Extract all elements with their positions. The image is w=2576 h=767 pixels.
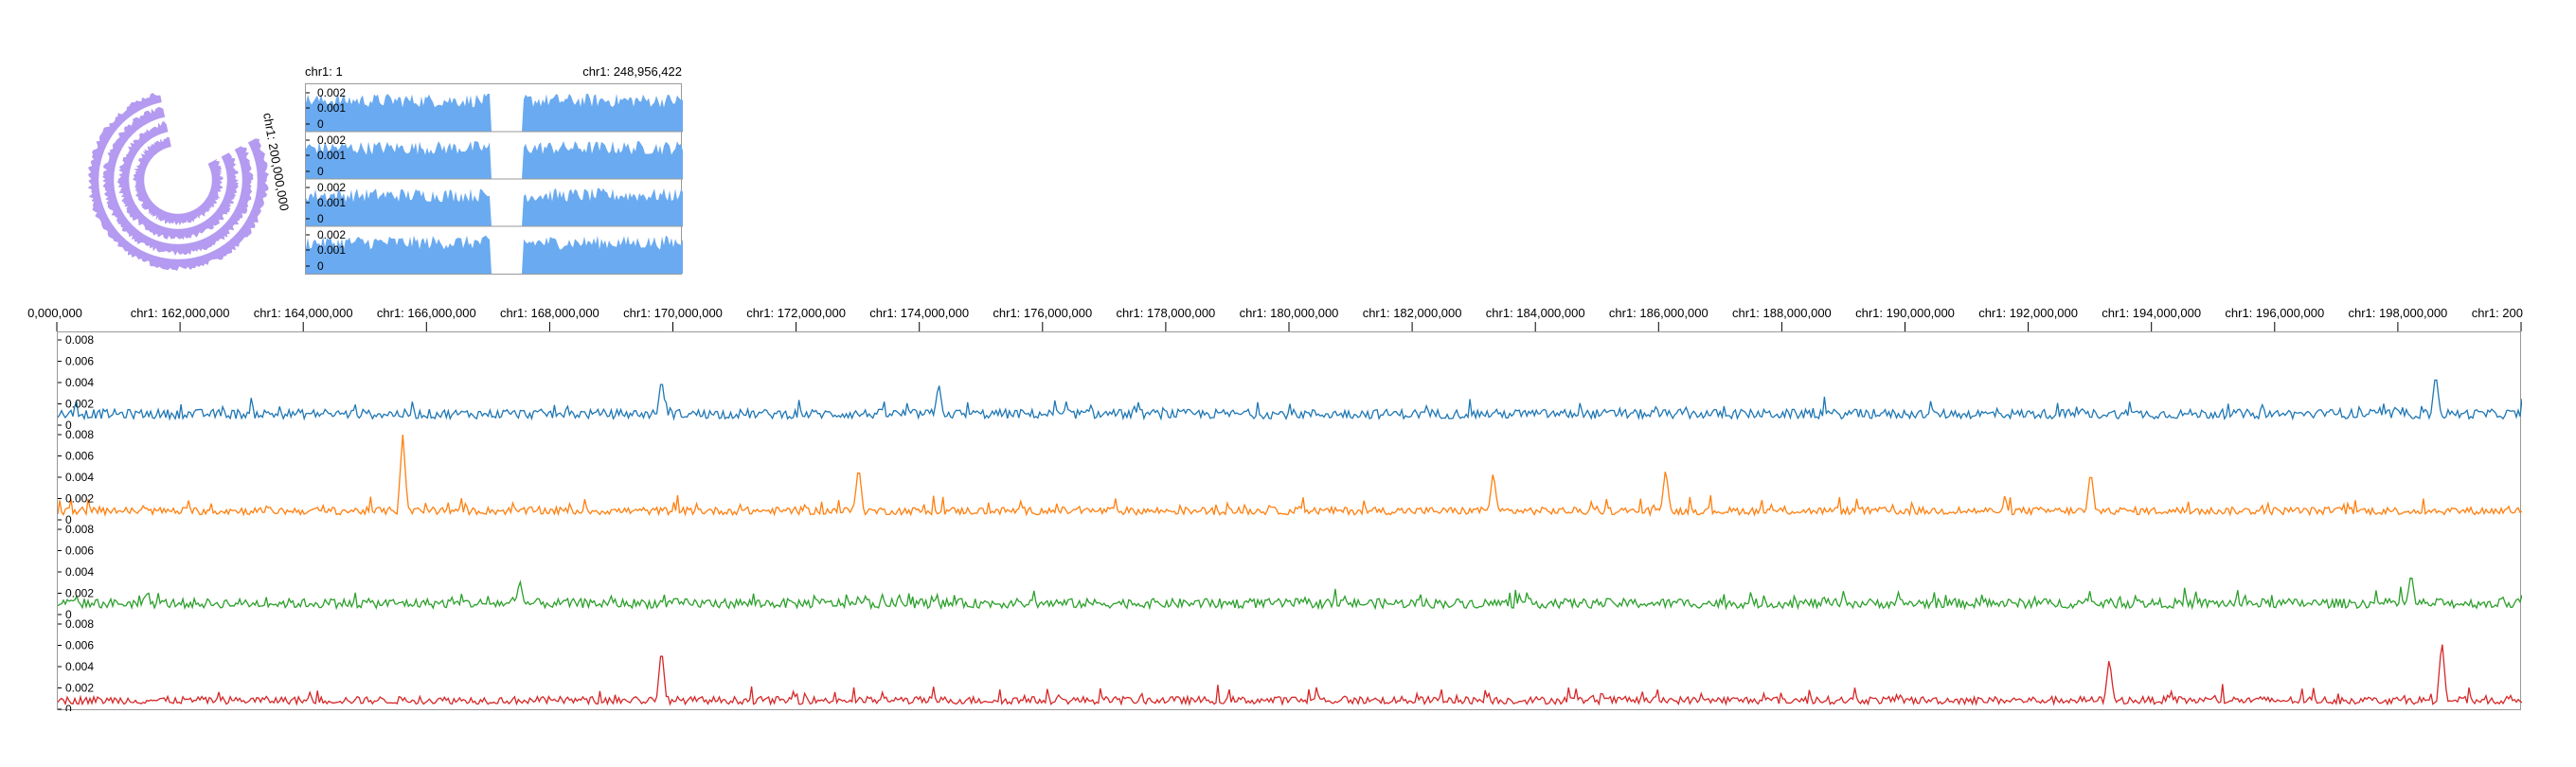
series-line-2 <box>58 434 2522 517</box>
main-y-tick-label: 0.002 <box>65 587 94 600</box>
overview-y-tick-label: 0.002 <box>317 86 346 99</box>
circular-ring-1 <box>132 136 224 226</box>
main-y-tick-label: 0 <box>65 419 72 432</box>
main-y-tick-label: 0.006 <box>65 544 94 558</box>
main-track-4: 0.008 0.006 0.004 0.002 0 <box>58 617 2522 711</box>
ruler-tick-label: 0,000,000 <box>27 306 82 320</box>
main-y-tick-label: 0.008 <box>65 617 94 631</box>
overview-area-4 <box>306 235 683 274</box>
main-y-tick-label: 0.006 <box>65 355 94 368</box>
ruler-tick-label: chr1: 174,000,000 <box>869 306 969 320</box>
ruler-tick-label: chr1: 162,000,000 <box>131 306 230 320</box>
overview-y-tick-label: 0 <box>317 212 324 225</box>
ruler-tick-label: chr1: 164,000,000 <box>254 306 353 320</box>
main-y-tick-label: 0.006 <box>65 639 94 652</box>
ruler-tick-label: chr1: 194,000,000 <box>2102 306 2201 320</box>
overview-y-tick-label: 0 <box>317 117 324 131</box>
main-y-tick-label: 0.002 <box>65 398 94 411</box>
main-y-tick-label: 0.002 <box>65 682 94 695</box>
main-y-tick-label: 0.008 <box>65 333 94 347</box>
overview-area-3 <box>306 187 683 226</box>
ruler-tick-label: chr1: 176,000,000 <box>993 306 1092 320</box>
main-y-tick-label: 0.002 <box>65 492 94 506</box>
ruler-tick-label: chr1: 192,000,000 <box>1978 306 2078 320</box>
main-y-tick-label: 0.004 <box>65 471 94 484</box>
main-y-tick-label: 0.008 <box>65 523 94 536</box>
ruler-tick-label: chr1: 178,000,000 <box>1116 306 1215 320</box>
main-y-tick-label: 0 <box>65 608 72 621</box>
series-line-3 <box>58 578 2522 611</box>
main-y-tick-label: 0 <box>65 703 72 711</box>
main-track-1: 0.008 0.006 0.004 0.002 0 <box>58 333 2522 432</box>
overview-y-tick-label: 0.001 <box>317 243 346 257</box>
ruler-tick-label: chr1: 168,000,000 <box>500 306 599 320</box>
overview-y-tick-label: 0.002 <box>317 134 346 147</box>
series-line-4 <box>58 644 2522 706</box>
main-tracks-panel[interactable]: 0.008 0.006 0.004 0.002 0 0.008 0.006 0.004 0.00… <box>57 331 2522 711</box>
overview-y-tick-label: 0 <box>317 165 324 178</box>
main-y-tick-label: 0 <box>65 513 72 526</box>
circular-genome-plot: chr1: 200,000,000 <box>87 93 292 272</box>
overview-panel[interactable]: 0.002 0.001 0 0.002 0.001 0 0.002 0.001 0 0.002 0.… <box>305 83 683 275</box>
main-y-tick-label: 0.004 <box>65 565 94 579</box>
ruler-tick-label: chr1: 200 <box>2472 306 2523 320</box>
overview-y-tick-label: 0.001 <box>317 196 346 209</box>
overview-track-4: 0.002 0.001 0 <box>306 225 683 274</box>
main-y-tick-label: 0.004 <box>65 660 94 673</box>
overview-y-tick-label: 0 <box>317 259 324 273</box>
main-track-3: 0.008 0.006 0.004 0.002 0 <box>58 523 2522 621</box>
overview-track-3: 0.002 0.001 0 <box>306 178 683 226</box>
overview-y-tick-label: 0.002 <box>317 181 346 194</box>
overview-area-2 <box>306 141 683 179</box>
overview-track-2: 0.002 0.001 0 <box>306 131 683 179</box>
main-track-lines: 0.0080.0060.0040.00200.0080.0060.0040.00… <box>58 333 2522 711</box>
main-y-tick-label: 0.008 <box>65 428 94 441</box>
circular-ring-4 <box>87 93 270 272</box>
overview-track-1: 0.002 0.001 0 <box>306 86 683 132</box>
ruler-tick-label: chr1: 198,000,000 <box>2348 306 2447 320</box>
ruler-tick-label: chr1: 172,000,000 <box>746 306 846 320</box>
main-y-tick-label: 0.004 <box>65 376 94 389</box>
overview-y-tick-label: 0.001 <box>317 149 346 162</box>
main-track-2: 0.008 0.006 0.004 0.002 0 <box>58 428 2522 526</box>
ruler-tick-label: chr1: 186,000,000 <box>1609 306 1708 320</box>
main-y-tick-label: 0.006 <box>65 450 94 463</box>
overview-y-tick-label: 0.002 <box>317 228 346 241</box>
ruler-tick-label: chr1: 180,000,000 <box>1240 306 1339 320</box>
ruler-tick-label: chr1: 196,000,000 <box>2225 306 2324 320</box>
ruler-tick-label: chr1: 190,000,000 <box>1855 306 1955 320</box>
ruler-tick-label: chr1: 184,000,000 <box>1486 306 1585 320</box>
overview-end-label: chr1: 248,956,422 <box>582 64 682 79</box>
ruler-tick-label: chr1: 188,000,000 <box>1732 306 1832 320</box>
ruler-tick-label: chr1: 166,000,000 <box>377 306 476 320</box>
position-ruler: 0,000,000 chr1: 162,000,000 chr1: 164,000,… <box>27 306 2523 331</box>
overview-area-1 <box>306 93 683 132</box>
circular-rings <box>87 93 270 272</box>
overview-y-tick-label: 0.001 <box>317 101 346 115</box>
circular-ring-3 <box>102 106 254 257</box>
circular-ring-2 <box>116 121 240 241</box>
ruler-tick-label: chr1: 182,000,000 <box>1363 306 1462 320</box>
overview-start-label: chr1: 1 <box>305 64 343 79</box>
ruler-tick-label: chr1: 170,000,000 <box>623 306 723 320</box>
series-line-1 <box>58 379 2522 421</box>
overview-tracks: 0.0020.00100.0020.00100.0020.00100.0020.… <box>306 86 683 274</box>
